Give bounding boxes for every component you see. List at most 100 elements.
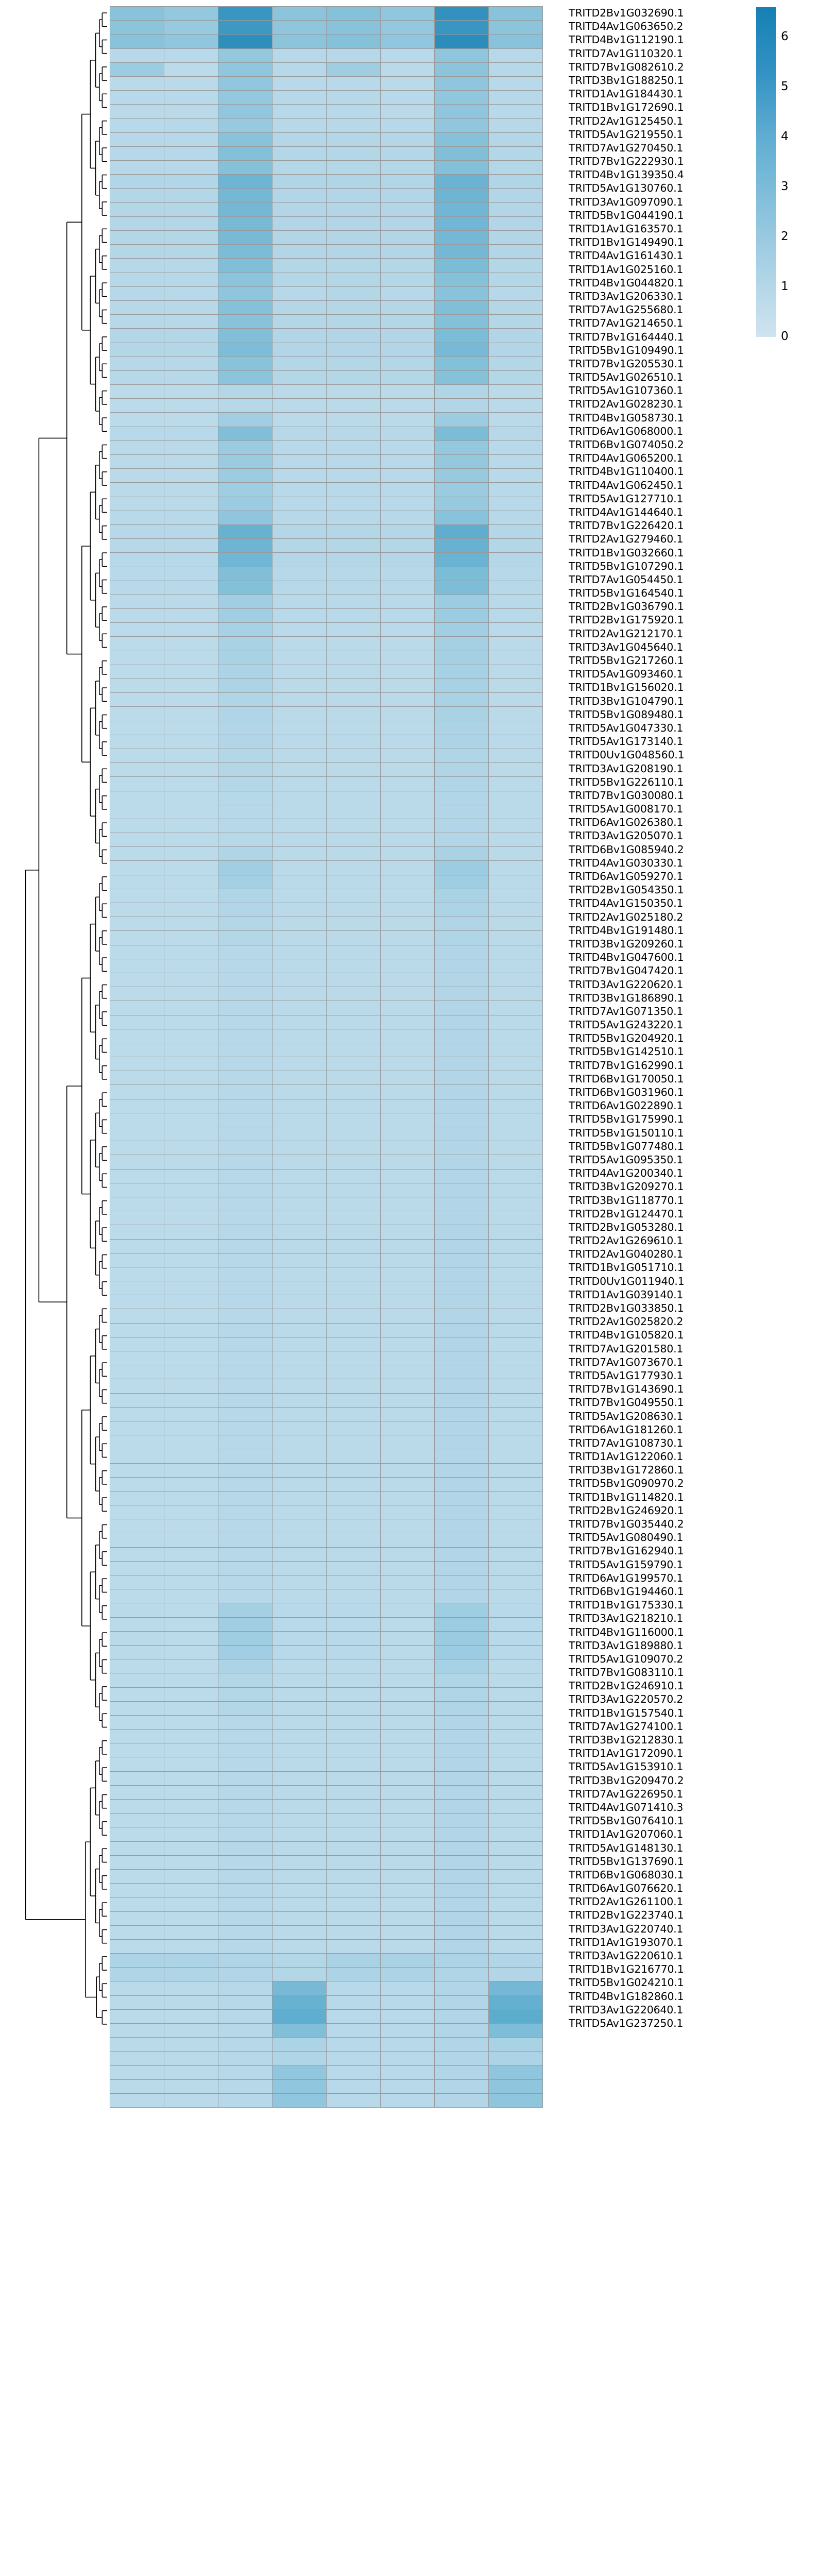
heatmap-cell — [110, 1252, 164, 1267]
row-label: TRITD5Av1G093460.1 — [569, 668, 684, 681]
heatmap-cell — [164, 146, 218, 161]
heatmap-row — [110, 524, 543, 539]
heatmap-cell — [272, 510, 327, 525]
heatmap-cell — [164, 216, 218, 231]
row-label: TRITD1Av1G025160.1 — [569, 263, 684, 276]
heatmap-cell — [218, 174, 272, 189]
heatmap-cell — [164, 748, 218, 764]
row-label: TRITD5Av1G177930.1 — [569, 1369, 684, 1382]
heatmap-cell — [218, 76, 272, 91]
heatmap-cell — [488, 1827, 543, 1842]
heatmap-cell — [380, 1182, 435, 1197]
heatmap-cell — [218, 1477, 272, 1492]
heatmap-row — [110, 1771, 543, 1786]
heatmap-cell — [380, 2093, 435, 2108]
heatmap-row — [110, 1925, 543, 1940]
heatmap-cell — [272, 1477, 327, 1492]
heatmap-cell — [272, 1841, 327, 1856]
heatmap-cell — [218, 2065, 272, 2080]
heatmap-cell — [434, 1379, 489, 1394]
heatmap-cell — [326, 1350, 381, 1366]
heatmap-cell — [272, 1420, 327, 1436]
row-label: TRITD4Av1G144640.1 — [569, 505, 684, 518]
heatmap-cell — [164, 1420, 218, 1436]
row-label: TRITD5Bv1G175990.1 — [569, 1113, 684, 1126]
heatmap-cell — [218, 132, 272, 147]
heatmap-cell — [380, 720, 435, 735]
heatmap-cell — [326, 1168, 381, 1183]
heatmap-row — [110, 286, 543, 301]
heatmap-cell — [488, 356, 543, 371]
row-label: TRITD4Bv1G044820.1 — [569, 276, 684, 289]
heatmap-cell — [326, 930, 381, 945]
heatmap-cell — [488, 1196, 543, 1212]
heatmap-cell — [110, 1953, 164, 1968]
heatmap-cell — [272, 34, 327, 49]
heatmap-cell — [164, 734, 218, 749]
heatmap-cell — [434, 188, 489, 203]
heatmap-cell — [326, 314, 381, 329]
row-dendrogram — [0, 0, 108, 2576]
heatmap-row — [110, 917, 543, 931]
heatmap-row — [110, 720, 543, 735]
heatmap-cell — [326, 1771, 381, 1786]
heatmap-cell — [326, 720, 381, 735]
heatmap-cell — [272, 90, 327, 105]
heatmap-cell — [272, 1911, 327, 1926]
heatmap-cell — [218, 1350, 272, 1366]
heatmap-cell — [326, 1252, 381, 1267]
heatmap-cell — [164, 930, 218, 945]
row-label: TRITD4Av1G161430.1 — [569, 249, 684, 262]
heatmap-cell — [218, 1911, 272, 1926]
row-label: TRITD4Av1G063650.2 — [569, 20, 684, 33]
heatmap-cell — [272, 594, 327, 609]
row-label: TRITD6Av1G068000.1 — [569, 425, 684, 437]
heatmap-cell — [218, 2009, 272, 2024]
heatmap-cell — [110, 1547, 164, 1562]
row-label: TRITD2Bv1G054350.1 — [569, 884, 684, 896]
heatmap-cell — [218, 1561, 272, 1576]
row-label: TRITD5Bv1G204920.1 — [569, 1032, 684, 1045]
heatmap-cell — [434, 482, 489, 497]
heatmap-cell — [380, 1869, 435, 1884]
heatmap-row — [110, 300, 543, 315]
heatmap-cell — [272, 342, 327, 357]
heatmap-cell — [488, 244, 543, 259]
row-label: TRITD5Av1G237250.1 — [569, 2016, 684, 2029]
heatmap-cell — [380, 244, 435, 259]
heatmap-cell — [434, 1547, 489, 1562]
heatmap-cell — [380, 1701, 435, 1716]
row-label: TRITD7Av1G226950.1 — [569, 1787, 684, 1800]
heatmap-cell — [164, 454, 218, 469]
heatmap-cell — [164, 118, 218, 133]
heatmap-cell — [218, 384, 272, 399]
heatmap-cell — [488, 2093, 543, 2108]
heatmap-cell — [110, 454, 164, 469]
row-label: TRITD7Bv1G082610.2 — [569, 60, 684, 73]
heatmap-cell — [218, 1645, 272, 1660]
heatmap-cell — [380, 1365, 435, 1380]
heatmap-cell — [272, 1631, 327, 1646]
heatmap-cell — [488, 370, 543, 385]
heatmap-cell — [380, 1042, 435, 1058]
heatmap-cell — [326, 90, 381, 105]
heatmap-cell — [164, 1365, 218, 1380]
heatmap-cell — [272, 1533, 327, 1548]
heatmap-cell — [434, 1168, 489, 1183]
heatmap-cell — [488, 48, 543, 63]
heatmap-cell — [380, 664, 435, 680]
heatmap-cell — [488, 1365, 543, 1380]
heatmap-cell — [272, 972, 327, 988]
heatmap-cell — [110, 636, 164, 651]
row-label: TRITD4Bv1G139350.4 — [569, 168, 684, 181]
heatmap-row — [110, 1519, 543, 1534]
heatmap-cell — [326, 1042, 381, 1058]
heatmap-cell — [326, 566, 381, 581]
heatmap-cell — [110, 1057, 164, 1072]
heatmap-cell — [272, 2023, 327, 2038]
row-label: TRITD5Bv1G077480.1 — [569, 1140, 684, 1153]
heatmap-cell — [164, 2037, 218, 2052]
heatmap-cell — [326, 888, 381, 904]
heatmap-cell — [272, 987, 327, 1002]
heatmap-cell — [164, 384, 218, 399]
